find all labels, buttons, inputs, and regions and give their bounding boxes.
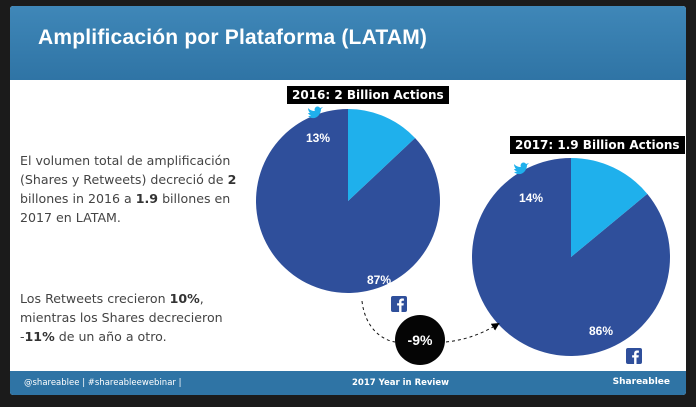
facebook-icon: [626, 348, 642, 364]
dashed-arrow-right: [445, 322, 500, 343]
dashed-curve-left: [361, 300, 396, 343]
twitter-icon: [514, 162, 529, 175]
growth-text-3: de un año a otro.: [54, 329, 167, 344]
summary-value-2016: 2: [227, 172, 237, 187]
change-label: -9%: [408, 332, 433, 348]
summary-paragraph: El volumen total de amplificación (Share…: [20, 151, 250, 227]
pie-2016-label-facebook: 87%: [367, 273, 391, 287]
chart-title-2017: 2017: 1.9 Billion Actions: [510, 136, 685, 154]
change-badge: [395, 315, 445, 365]
footer-logo: Shareablee: [612, 377, 670, 387]
change-indicator: -9%: [361, 300, 500, 365]
growth-text-2: , mientras los Shares decrecieron -: [20, 291, 223, 344]
pie-2017-label-facebook: 86%: [589, 324, 613, 338]
pie-chart-2016: 13% 87%: [256, 106, 441, 312]
slide-title: Amplificación por Plataforma (LATAM): [38, 26, 428, 49]
shares-decline: 11%: [24, 329, 55, 344]
pie-2017-label-twitter: 14%: [519, 191, 543, 205]
pie-chart-2017: 14% 86%: [472, 158, 670, 364]
charts-canvas: 13% 87% 14% 86%: [256, 106, 670, 365]
retweets-growth: 10%: [169, 291, 200, 306]
slide: Amplificación por Plataforma (LATAM) El …: [10, 6, 686, 395]
pie-2016-label-twitter: 13%: [306, 131, 330, 145]
pie-2016-slice-twitter: [348, 109, 416, 201]
pie-2017-slice-twitter: [571, 158, 648, 257]
twitter-icon: [308, 106, 323, 119]
summary-text-1: El volumen total de amplificación (Share…: [20, 153, 231, 187]
growth-paragraph: Los Retweets crecieron 10%, mientras los…: [20, 289, 260, 346]
pie-2016-slice-facebook: [256, 109, 441, 293]
slide-footer: @shareablee | #shareableewebinar | 2017 …: [10, 371, 686, 395]
growth-text-1: Los Retweets crecieron: [20, 291, 170, 306]
slide-header: Amplificación por Plataforma (LATAM): [10, 6, 686, 80]
footer-center-title: 2017 Year in Review: [352, 378, 449, 388]
summary-text-3: billones en 2017 en LATAM.: [20, 191, 231, 225]
facebook-icon: [391, 296, 407, 312]
footer-handle: @shareablee | #shareableewebinar |: [24, 378, 182, 388]
summary-text-2: billones in 2016 a: [20, 191, 136, 206]
chart-title-2016: 2016: 2 Billion Actions: [287, 86, 449, 104]
summary-value-2017: 1.9: [135, 191, 159, 206]
